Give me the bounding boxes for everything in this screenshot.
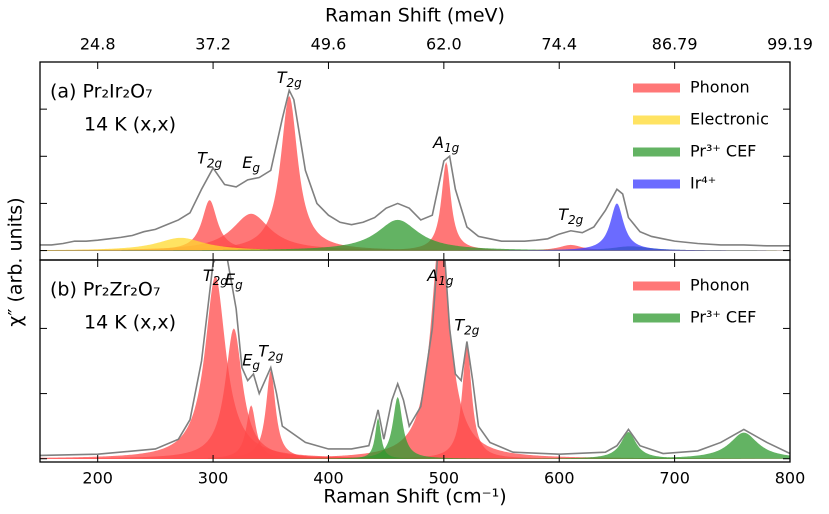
peak-label: A1g: [432, 133, 460, 155]
peak-label-sub: 1g: [438, 274, 454, 288]
plot-area: [40, 87, 790, 251]
peak-label: Eg: [242, 350, 260, 372]
legend-label: Phonon: [690, 78, 750, 97]
fit-peak: [40, 237, 790, 251]
legend-label: Phonon: [690, 276, 750, 295]
x-tick-label: 500: [429, 469, 460, 488]
top-tick-label: 49.6: [311, 35, 347, 54]
peak-label-sub: 2g: [568, 212, 584, 226]
peak-label-main: E: [242, 153, 253, 172]
top-tick-label: 99.19: [767, 35, 813, 54]
peak-label-main: E: [225, 269, 236, 288]
peak-label-sub: g: [252, 358, 260, 372]
legend-label: Ir⁴⁺: [690, 174, 716, 193]
peak-label-main: A: [426, 266, 438, 285]
legend-label: Pr³⁺ CEF: [690, 142, 756, 161]
peak-label-sub: 2g: [286, 76, 302, 90]
x-tick-label: 700: [659, 469, 690, 488]
peak-label: T2g: [197, 148, 222, 170]
peak-label-main: A: [432, 133, 444, 152]
fit-peak: [40, 432, 790, 459]
peak-label: T2g: [277, 68, 302, 90]
peak-label: T2g: [558, 204, 583, 226]
top-tick-label: 24.8: [80, 35, 116, 54]
legend-label: Electronic: [690, 110, 769, 129]
peak-label-sub: 2g: [268, 349, 284, 363]
peak-label-main: T: [258, 341, 269, 360]
x-tick-label: 600: [544, 469, 575, 488]
peak-label-main: E: [242, 350, 253, 369]
peak-label: T2g: [203, 266, 228, 288]
peak-label-main: T: [558, 204, 569, 223]
x-tick-label: 800: [775, 469, 806, 488]
peak-label: Eg: [225, 269, 243, 291]
top-tick-label: 62.0: [426, 35, 462, 54]
peak-label: T2g: [258, 341, 283, 363]
fit-peak: [40, 260, 790, 459]
top-tick-label: 86.79: [652, 35, 698, 54]
top-tick-label: 74.4: [541, 35, 577, 54]
peak-label-main: T: [277, 68, 288, 87]
condition-label: 14 K (x,x): [84, 114, 176, 136]
top-tick-label: 37.2: [195, 35, 231, 54]
spectrum-line: [40, 87, 790, 247]
legend-label: Pr³⁺ CEF: [690, 308, 756, 327]
x-axis-label: Raman Shift (cm⁻¹): [323, 486, 506, 508]
fit-peak: [40, 213, 790, 251]
peak-label-sub: 1g: [444, 141, 460, 155]
fit-peak: [40, 219, 790, 251]
peak-label: T2g: [454, 315, 479, 337]
peak-label-sub: 2g: [213, 274, 229, 288]
peak-label-sub: g: [235, 277, 243, 291]
peak-label-main: T: [197, 148, 208, 167]
peak-label-sub: g: [252, 161, 260, 175]
condition-label: 14 K (x,x): [84, 312, 176, 334]
x-tick-label: 300: [198, 469, 229, 488]
panel-frame: [39, 259, 791, 463]
top-axis-label: Raman Shift (meV): [325, 5, 505, 27]
peak-label-sub: 2g: [207, 156, 223, 170]
peak-label-main: T: [454, 315, 465, 334]
peak-label-sub: 2g: [464, 323, 480, 337]
peak-label: Eg: [242, 153, 260, 175]
fit-peak: [40, 328, 790, 459]
x-tick-label: 400: [313, 469, 344, 488]
panel-label: (a) Pr₂Ir₂O₇: [50, 81, 153, 103]
y-axis-label: χ″ (arb. units): [5, 197, 27, 326]
plot-area: [40, 260, 790, 459]
peak-label: A1g: [426, 266, 454, 288]
panel-label: (b) Pr₂Zr₂O₇: [50, 279, 161, 301]
spectrum-line: [40, 260, 790, 457]
peak-label-main: T: [203, 266, 214, 285]
x-tick-label: 200: [82, 469, 113, 488]
